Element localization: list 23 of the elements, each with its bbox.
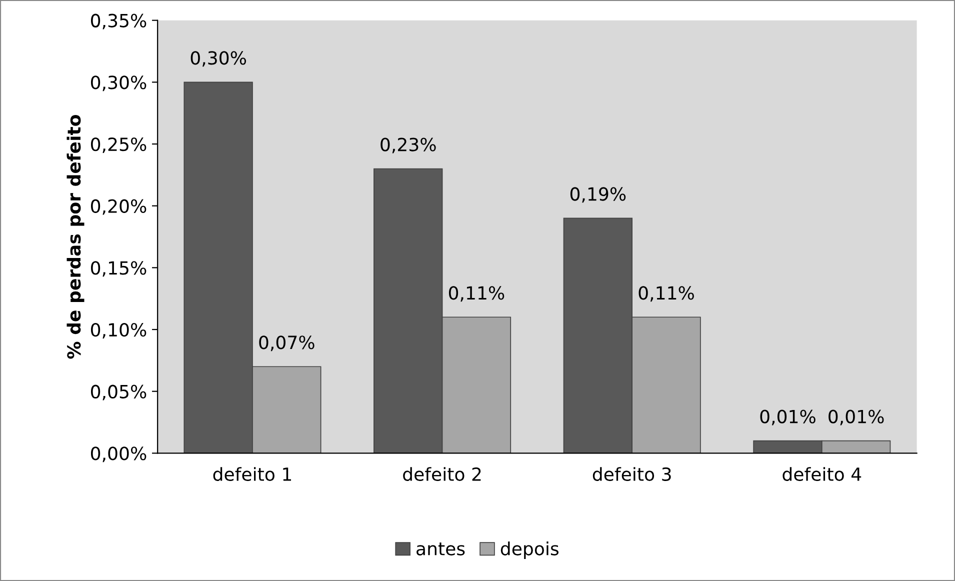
y-tick-label: 0,10% <box>90 322 146 338</box>
y-tick-label: 0,20% <box>90 199 146 215</box>
y-tick-label: 0,00% <box>90 446 146 462</box>
x-tick-label: defeito 1 <box>213 467 292 482</box>
y-tick-label: 0,30% <box>90 76 146 92</box>
x-tick-label: defeito 4 <box>782 467 862 482</box>
x-tick-label: defeito 2 <box>403 467 481 482</box>
y-tick-label: 0,15% <box>90 261 146 277</box>
legend-label: depois <box>500 541 558 559</box>
y-axis-title: % de perdas por defeito <box>66 115 84 359</box>
y-tick-label: 0,25% <box>90 137 146 153</box>
data-label: 0,11% <box>448 286 504 302</box>
data-label: 0,01% <box>760 410 816 426</box>
data-label: 0,30% <box>190 51 246 67</box>
y-tick-label: 0,35% <box>90 14 146 30</box>
data-label: 0,23% <box>380 138 436 154</box>
data-label: 0,01% <box>828 410 884 426</box>
data-label: 0,19% <box>570 187 626 203</box>
data-label: 0,07% <box>259 336 314 352</box>
data-label: 0,11% <box>638 286 694 302</box>
legend-label: antes <box>416 542 465 556</box>
y-tick-label: 0,05% <box>90 384 146 400</box>
x-tick-label: defeito 3 <box>592 467 671 482</box>
